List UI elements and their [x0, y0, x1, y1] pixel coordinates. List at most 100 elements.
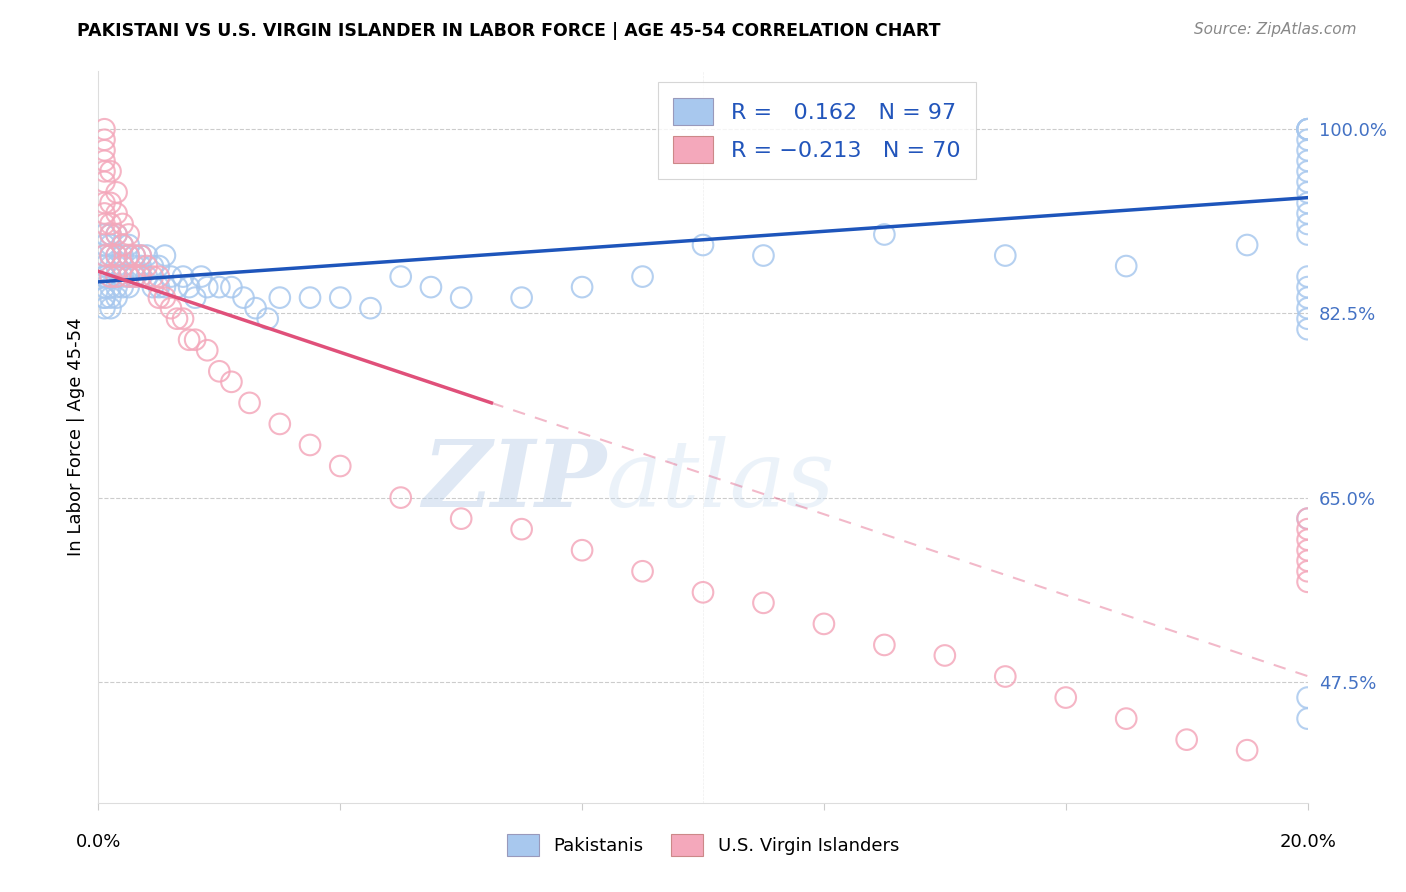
Point	[1296, 280, 1319, 294]
Point	[1296, 322, 1319, 336]
Point	[142, 259, 165, 273]
Point	[1296, 533, 1319, 547]
Point	[100, 195, 122, 210]
Point	[142, 280, 165, 294]
Point	[1296, 164, 1319, 178]
Point	[1296, 269, 1319, 284]
Point	[93, 280, 115, 294]
Point	[450, 511, 472, 525]
Point	[179, 280, 201, 294]
Point	[389, 491, 412, 505]
Point	[153, 280, 176, 294]
Point	[1296, 522, 1319, 536]
Point	[118, 238, 141, 252]
Point	[135, 259, 157, 273]
Point	[148, 280, 170, 294]
Point	[93, 206, 115, 220]
Point	[93, 217, 115, 231]
Point	[873, 638, 896, 652]
Point	[172, 311, 194, 326]
Text: atlas: atlas	[606, 436, 835, 526]
Point	[105, 227, 128, 242]
Point	[1296, 153, 1319, 168]
Point	[1296, 227, 1319, 242]
Point	[184, 333, 207, 347]
Point	[245, 301, 267, 315]
Point	[100, 248, 122, 262]
Point	[1236, 743, 1258, 757]
Point	[1296, 206, 1319, 220]
Point	[166, 311, 188, 326]
Point	[232, 291, 254, 305]
Point	[105, 186, 128, 200]
Point	[111, 238, 134, 252]
Point	[160, 301, 183, 315]
Point	[1296, 133, 1319, 147]
Point	[1236, 238, 1258, 252]
Point	[93, 269, 115, 284]
Point	[1296, 143, 1319, 157]
Point	[1296, 554, 1319, 568]
Point	[571, 543, 593, 558]
Text: PAKISTANI VS U.S. VIRGIN ISLANDER IN LABOR FORCE | AGE 45-54 CORRELATION CHART: PAKISTANI VS U.S. VIRGIN ISLANDER IN LAB…	[77, 22, 941, 40]
Point	[360, 301, 382, 315]
Text: 20.0%: 20.0%	[1279, 833, 1336, 851]
Point	[129, 248, 152, 262]
Point	[153, 248, 176, 262]
Point	[135, 248, 157, 262]
Point	[93, 238, 115, 252]
Point	[190, 269, 212, 284]
Point	[105, 248, 128, 262]
Point	[571, 280, 593, 294]
Point	[1296, 690, 1319, 705]
Point	[105, 227, 128, 242]
Point	[184, 291, 207, 305]
Point	[129, 248, 152, 262]
Point	[195, 343, 218, 358]
Point	[269, 417, 291, 431]
Point	[93, 248, 115, 262]
Point	[124, 259, 146, 273]
Point	[420, 280, 443, 294]
Point	[148, 291, 170, 305]
Point	[1296, 511, 1319, 525]
Point	[105, 269, 128, 284]
Point	[111, 269, 134, 284]
Point	[1296, 122, 1319, 136]
Point	[111, 217, 134, 231]
Point	[129, 259, 152, 273]
Point	[100, 259, 122, 273]
Point	[100, 301, 122, 315]
Point	[100, 164, 122, 178]
Point	[160, 269, 183, 284]
Point	[100, 238, 122, 252]
Text: ZIP: ZIP	[422, 436, 606, 526]
Point	[813, 616, 835, 631]
Point	[1054, 690, 1077, 705]
Point	[148, 269, 170, 284]
Point	[105, 248, 128, 262]
Point	[105, 206, 128, 220]
Point	[631, 269, 654, 284]
Point	[269, 291, 291, 305]
Point	[124, 248, 146, 262]
Point	[172, 269, 194, 284]
Point	[105, 269, 128, 284]
Point	[111, 280, 134, 294]
Point	[1296, 122, 1319, 136]
Point	[166, 280, 188, 294]
Point	[1296, 712, 1319, 726]
Point	[752, 596, 775, 610]
Point	[93, 259, 115, 273]
Point	[93, 248, 115, 262]
Point	[129, 269, 152, 284]
Point	[111, 248, 134, 262]
Point	[179, 333, 201, 347]
Point	[1296, 291, 1319, 305]
Point	[208, 280, 231, 294]
Point	[93, 227, 115, 242]
Point	[1296, 175, 1319, 189]
Point	[148, 259, 170, 273]
Point	[93, 269, 115, 284]
Point	[692, 585, 714, 599]
